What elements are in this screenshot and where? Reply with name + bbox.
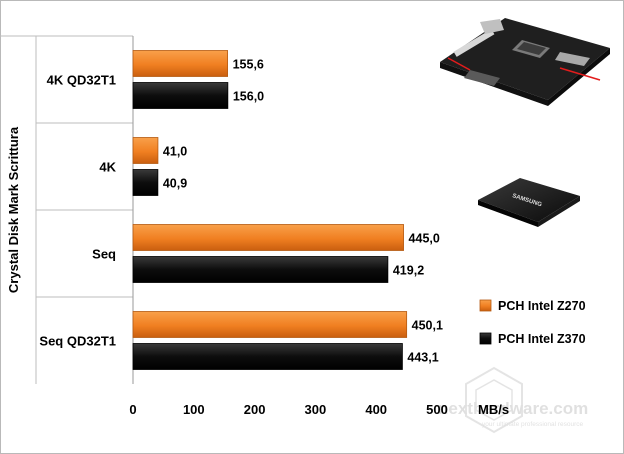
category-label: Seq (92, 247, 116, 262)
category-label: Seq QD32T1 (39, 334, 116, 349)
data-label: 419,2 (393, 264, 424, 278)
category-label: 4K QD32T1 (47, 73, 116, 88)
watermark-text: nexthardware.com (438, 399, 588, 418)
data-label: 155,6 (233, 58, 264, 72)
data-label: 445,0 (409, 232, 440, 246)
bar (132, 82, 229, 109)
watermark-subtext: your ultimate professional resource (482, 421, 584, 428)
bar (132, 256, 389, 283)
bar (132, 169, 159, 196)
data-label: 443,1 (407, 351, 438, 365)
x-tick-label: 500 (426, 402, 448, 417)
plot-area: Crystal Disk Mark Scrittura 4K QD32T1 155,… (0, 35, 509, 417)
y-axis-title: Crystal Disk Mark Scrittura (6, 126, 21, 293)
data-label: 41,0 (163, 145, 187, 159)
legend-swatch (479, 332, 492, 345)
x-tick-label: 300 (305, 402, 327, 417)
x-tick-label: 200 (244, 402, 266, 417)
legend: PCH Intel Z270 PCH Intel Z370 (479, 299, 586, 346)
bar (132, 224, 404, 251)
samsung-ssd-photo: SAMSUNG (478, 178, 580, 227)
bar (132, 137, 159, 164)
legend-label: PCH Intel Z270 (498, 299, 586, 313)
legend-swatch (479, 299, 492, 312)
x-tick-label: 100 (183, 402, 205, 417)
data-label: 156,0 (233, 90, 264, 104)
x-tick-label: 0 (129, 402, 136, 417)
x-tick-label: 400 (365, 402, 387, 417)
data-label: 450,1 (412, 319, 443, 333)
legend-label: PCH Intel Z370 (498, 332, 586, 346)
category-label: 4K (99, 160, 116, 175)
bar (132, 50, 229, 77)
x-axis-title: MB/s (478, 402, 509, 417)
bar (132, 311, 408, 338)
watermark: nexthardware.com your ultimate professio… (438, 366, 588, 434)
bar (132, 343, 403, 370)
motherboard-photo (440, 18, 610, 106)
data-label: 40,9 (163, 177, 187, 191)
